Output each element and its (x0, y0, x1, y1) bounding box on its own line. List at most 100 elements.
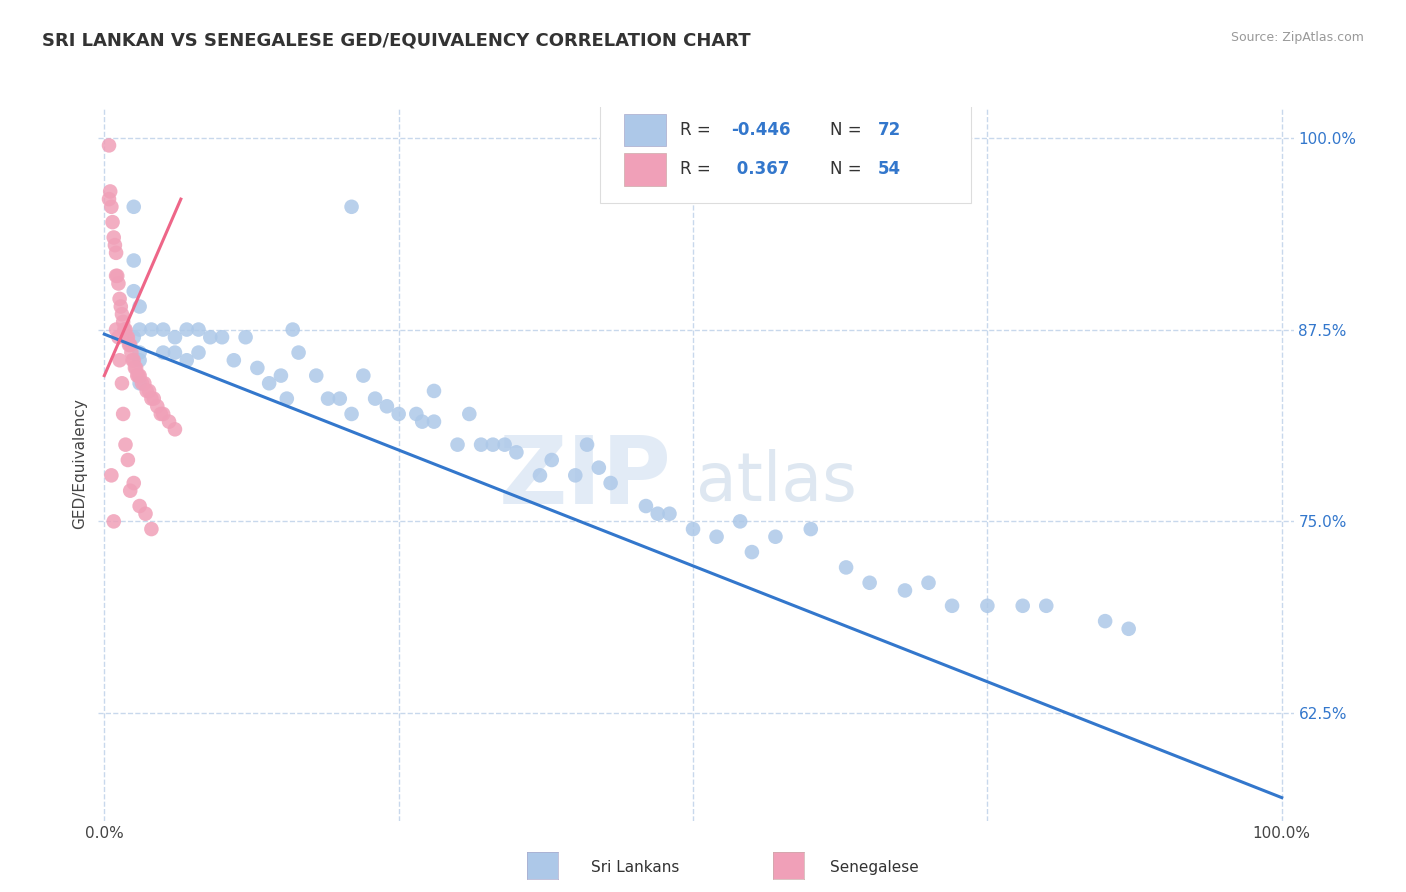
Point (800, 522, 823, 536)
Point (163, 422, 186, 436)
Point (128, 353, 150, 368)
Point (176, 353, 198, 368)
Point (728, 515, 751, 529)
Point (287, 345, 309, 359)
Point (122, 253, 145, 268)
Text: Sri Lankans: Sri Lankans (591, 860, 679, 874)
Point (741, 545, 763, 559)
Point (120, 338, 142, 352)
Point (141, 522, 163, 536)
Point (529, 468, 551, 483)
Point (505, 445, 527, 459)
Point (211, 330, 233, 344)
Point (187, 322, 209, 336)
Point (105, 268, 128, 283)
Point (152, 407, 174, 421)
Point (100, 200, 122, 214)
Point (98, 185, 121, 199)
Point (446, 437, 468, 451)
Point (105, 268, 128, 283)
Point (352, 368, 374, 383)
Point (235, 330, 257, 344)
Point (540, 453, 562, 467)
Point (141, 322, 163, 336)
Point (149, 407, 172, 421)
Point (599, 476, 621, 491)
Point (222, 353, 245, 368)
Point (114, 437, 136, 451)
FancyBboxPatch shape (600, 100, 970, 203)
Point (120, 483, 142, 498)
Point (98, 138, 121, 153)
Point (176, 322, 198, 336)
Point (117, 453, 139, 467)
Point (128, 300, 150, 314)
Point (276, 392, 298, 406)
Point (117, 330, 139, 344)
Text: N =: N = (830, 121, 866, 139)
Point (564, 468, 586, 483)
Point (118, 338, 141, 352)
Point (765, 530, 787, 544)
Point (128, 499, 150, 513)
Text: R =: R = (681, 121, 717, 139)
Point (128, 322, 150, 336)
Text: N =: N = (830, 161, 866, 178)
Point (157, 415, 180, 429)
Point (152, 345, 174, 359)
Point (120, 345, 142, 359)
Point (110, 300, 132, 314)
Point (105, 245, 128, 260)
Point (141, 392, 163, 406)
Bar (624, 114, 666, 146)
Point (134, 507, 156, 521)
Text: 54: 54 (877, 161, 901, 178)
Point (494, 437, 516, 451)
Point (405, 407, 427, 421)
Point (658, 507, 681, 521)
Point (122, 284, 145, 298)
Point (111, 376, 134, 391)
Point (647, 507, 669, 521)
Text: 0.367: 0.367 (731, 161, 789, 178)
Point (976, 599, 998, 613)
Point (125, 360, 148, 375)
Point (163, 330, 186, 344)
Point (1035, 599, 1057, 613)
Point (115, 330, 138, 344)
Point (423, 415, 446, 429)
Point (122, 476, 145, 491)
Point (1011, 599, 1033, 613)
Point (108, 353, 131, 368)
Point (388, 407, 411, 421)
Point (706, 530, 728, 544)
Point (104, 238, 127, 252)
Point (894, 583, 917, 598)
Point (187, 345, 209, 359)
Point (1094, 614, 1116, 628)
Point (135, 384, 157, 398)
Point (138, 384, 160, 398)
Point (122, 200, 145, 214)
Point (470, 437, 492, 451)
Point (121, 353, 143, 368)
Point (107, 277, 129, 291)
Point (122, 353, 145, 368)
Point (100, 468, 122, 483)
Point (423, 384, 446, 398)
Point (340, 407, 363, 421)
Point (281, 322, 304, 336)
Point (128, 376, 150, 391)
Point (107, 330, 129, 344)
Point (576, 437, 599, 451)
Point (316, 392, 339, 406)
Point (458, 407, 481, 421)
Point (142, 392, 165, 406)
Text: R =: R = (681, 161, 717, 178)
Point (134, 376, 156, 391)
Text: Senegalese: Senegalese (830, 860, 918, 874)
Point (941, 599, 963, 613)
Text: atlas: atlas (696, 449, 856, 515)
Point (114, 322, 136, 336)
Point (127, 368, 149, 383)
